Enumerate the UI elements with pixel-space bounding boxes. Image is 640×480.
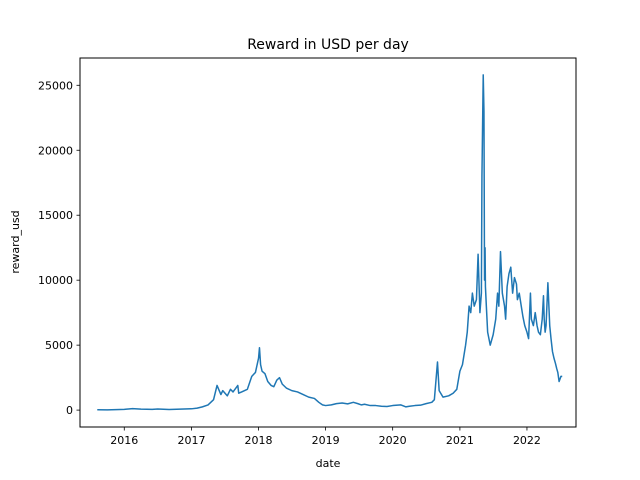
x-tick-label: 2016: [110, 434, 138, 447]
series-line-0: [97, 74, 563, 411]
x-tick-label: 2019: [312, 434, 340, 447]
y-tick-label: 25000: [38, 79, 73, 92]
x-tick-label: 2018: [245, 434, 273, 447]
y-tick-label: 15000: [38, 209, 73, 222]
plot-area: [79, 57, 577, 428]
y-axis-label: reward_usd: [9, 210, 22, 273]
y-axis-ticks: 0 5000 10000 15000 20000 25000: [38, 79, 80, 417]
x-tick-label: 2021: [446, 434, 474, 447]
y-tick-label: 5000: [45, 339, 73, 352]
x-tick-label: 2022: [513, 434, 541, 447]
y-tick-label: 10000: [38, 274, 73, 287]
x-axis-label: date: [316, 457, 341, 470]
x-tick-label: 2020: [379, 434, 407, 447]
y-tick-label: 0: [66, 404, 73, 417]
chart-title: Reward in USD per day: [247, 37, 409, 53]
x-tick-label: 2017: [178, 434, 206, 447]
plot-frame: [79, 57, 577, 428]
y-tick-label: 20000: [38, 144, 73, 157]
x-axis-ticks: 2016 2017 2018 2019 2020 2021 2022: [110, 427, 541, 447]
